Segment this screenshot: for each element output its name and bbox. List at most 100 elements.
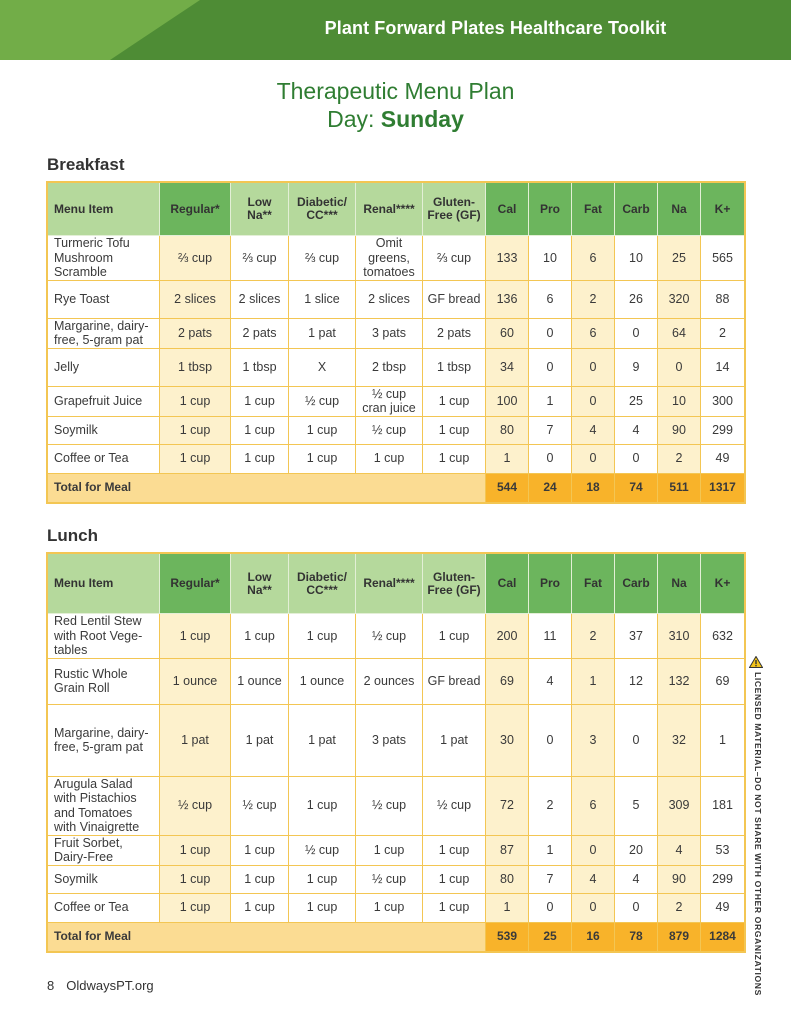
- table-row: Rye Toast 2 slices 2 slices 1 slice 2 slices…: [47, 279, 745, 319]
- cell-gluten-free: 1 cup: [422, 385, 486, 417]
- cell-diabetic-cc: ⅔ cup: [288, 235, 356, 281]
- cell-fat: 0: [571, 385, 615, 417]
- cell-pro: 0: [528, 347, 572, 387]
- cell-menu-item: Rustic Whole Grain Roll: [47, 657, 160, 705]
- cell-carb: 10: [614, 235, 658, 281]
- cell-regular: 1 ounce: [159, 657, 231, 705]
- cell-fat: 0: [571, 892, 615, 923]
- cell-na: 90: [657, 415, 701, 445]
- cell-menu-item: Red Lentil Stew with Root Vege-tables: [47, 613, 160, 659]
- total-label: Total for Meal: [47, 472, 486, 503]
- cell-gluten-free: 2 pats: [422, 317, 486, 349]
- cell-cal: 60: [485, 317, 529, 349]
- cell-cal: 80: [485, 415, 529, 445]
- table-row: Soymilk 1 cup 1 cup 1 cup ½ cup 1 cup 80 7 4 4 90 2…: [47, 415, 745, 445]
- cell-low-na: 1 cup: [230, 613, 289, 659]
- cell-carb: 12: [614, 657, 658, 705]
- cell-na: 320: [657, 279, 701, 319]
- cell-carb: 0: [614, 443, 658, 474]
- day-label: Day:: [327, 106, 375, 132]
- cell-carb: 4: [614, 864, 658, 894]
- cell-diabetic-cc: 1 cup: [288, 415, 356, 445]
- column-header-k: K+: [700, 182, 745, 236]
- cell-menu-item: Coffee or Tea: [47, 892, 160, 923]
- cell-gluten-free: 1 cup: [422, 613, 486, 659]
- cell-diabetic-cc: 1 cup: [288, 443, 356, 474]
- cell-low-na: 1 tbsp: [230, 347, 289, 387]
- column-header-renal: Renal****: [355, 182, 423, 236]
- day-value: Sunday: [380, 106, 464, 132]
- cell-menu-item: Fruit Sorbet, Dairy-Free: [47, 834, 160, 866]
- footer-site-link[interactable]: OldwaysPT.org: [66, 978, 154, 993]
- page-number: 8: [47, 978, 55, 993]
- cell-k: 88: [700, 279, 745, 319]
- table-row: Fruit Sorbet, Dairy-Free 1 cup 1 cup ½ cup 1…: [47, 834, 745, 866]
- cell-pro: 7: [528, 864, 572, 894]
- cell-low-na: 1 ounce: [230, 657, 289, 705]
- cell-menu-item: Rye Toast: [47, 279, 160, 319]
- total-na: 511: [657, 472, 701, 503]
- cell-gluten-free: 1 cup: [422, 892, 486, 923]
- cell-cal: 136: [485, 279, 529, 319]
- cell-low-na: 2 slices: [230, 279, 289, 319]
- cell-renal: 1 cup: [355, 892, 423, 923]
- cell-fat: 4: [571, 864, 615, 894]
- cell-renal: 1 cup: [355, 834, 423, 866]
- cell-fat: 0: [571, 347, 615, 387]
- cell-diabetic-cc: ½ cup: [288, 385, 356, 417]
- cell-menu-item: Turmeric Tofu Mushroom Scramble: [47, 235, 160, 281]
- cell-cal: 1: [485, 443, 529, 474]
- cell-carb: 9: [614, 347, 658, 387]
- column-header-na: Na: [657, 553, 701, 614]
- license-notice-text: LICENSED MATERIAL–DO NOT SHARE WITH OTHE…: [753, 672, 763, 996]
- table-row: Soymilk 1 cup 1 cup 1 cup ½ cup 1 cup 80 7 4 4 90 2…: [47, 864, 745, 894]
- cell-diabetic-cc: 1 pat: [288, 703, 356, 777]
- cell-renal: 2 slices: [355, 279, 423, 319]
- cell-carb: 5: [614, 775, 658, 836]
- cell-renal: ½ cup: [355, 775, 423, 836]
- cell-diabetic-cc: 1 slice: [288, 279, 356, 319]
- column-header-diabetic-cc: Diabetic/ CC***: [288, 553, 356, 614]
- column-header-gluten-free: Gluten-Free (GF): [422, 553, 486, 614]
- cell-gluten-free: GF bread: [422, 657, 486, 705]
- cell-na: 310: [657, 613, 701, 659]
- cell-k: 632: [700, 613, 745, 659]
- column-header-menu-item: Menu Item: [47, 182, 160, 236]
- total-label: Total for Meal: [47, 921, 486, 952]
- cell-fat: 1: [571, 657, 615, 705]
- cell-na: 309: [657, 775, 701, 836]
- cell-na: 90: [657, 864, 701, 894]
- cell-fat: 2: [571, 613, 615, 659]
- cell-cal: 34: [485, 347, 529, 387]
- cell-menu-item: Margarine, dairy-free, 5-gram pat: [47, 703, 160, 777]
- column-header-cal: Cal: [485, 553, 529, 614]
- cell-diabetic-cc: 1 pat: [288, 317, 356, 349]
- total-na: 879: [657, 921, 701, 952]
- cell-regular: 1 cup: [159, 613, 231, 659]
- cell-pro: 0: [528, 317, 572, 349]
- column-header-diabetic-cc: Diabetic/ CC***: [288, 182, 356, 236]
- cell-cal: 133: [485, 235, 529, 281]
- cell-low-na: 1 cup: [230, 864, 289, 894]
- cell-renal: ½ cup: [355, 613, 423, 659]
- cell-pro: 0: [528, 892, 572, 923]
- cell-k: 69: [700, 657, 745, 705]
- cell-gluten-free: 1 cup: [422, 443, 486, 474]
- cell-cal: 1: [485, 892, 529, 923]
- total-k: 1317: [700, 472, 745, 503]
- cell-low-na: 1 cup: [230, 892, 289, 923]
- cell-menu-item: Arugula Salad with Pistachios and Tomato…: [47, 775, 160, 836]
- cell-gluten-free: GF bread: [422, 279, 486, 319]
- column-header-carb: Carb: [614, 553, 658, 614]
- cell-carb: 26: [614, 279, 658, 319]
- cell-gluten-free: 1 tbsp: [422, 347, 486, 387]
- cell-na: 2: [657, 443, 701, 474]
- column-header-regular: Regular*: [159, 553, 231, 614]
- cell-regular: 2 pats: [159, 317, 231, 349]
- cell-gluten-free: 1 cup: [422, 415, 486, 445]
- page-title: Therapeutic Menu Plan: [276, 78, 515, 104]
- banner-accent-diagonal: [110, 0, 200, 60]
- cell-diabetic-cc: 1 cup: [288, 864, 356, 894]
- total-k: 1284: [700, 921, 745, 952]
- total-carb: 78: [614, 921, 658, 952]
